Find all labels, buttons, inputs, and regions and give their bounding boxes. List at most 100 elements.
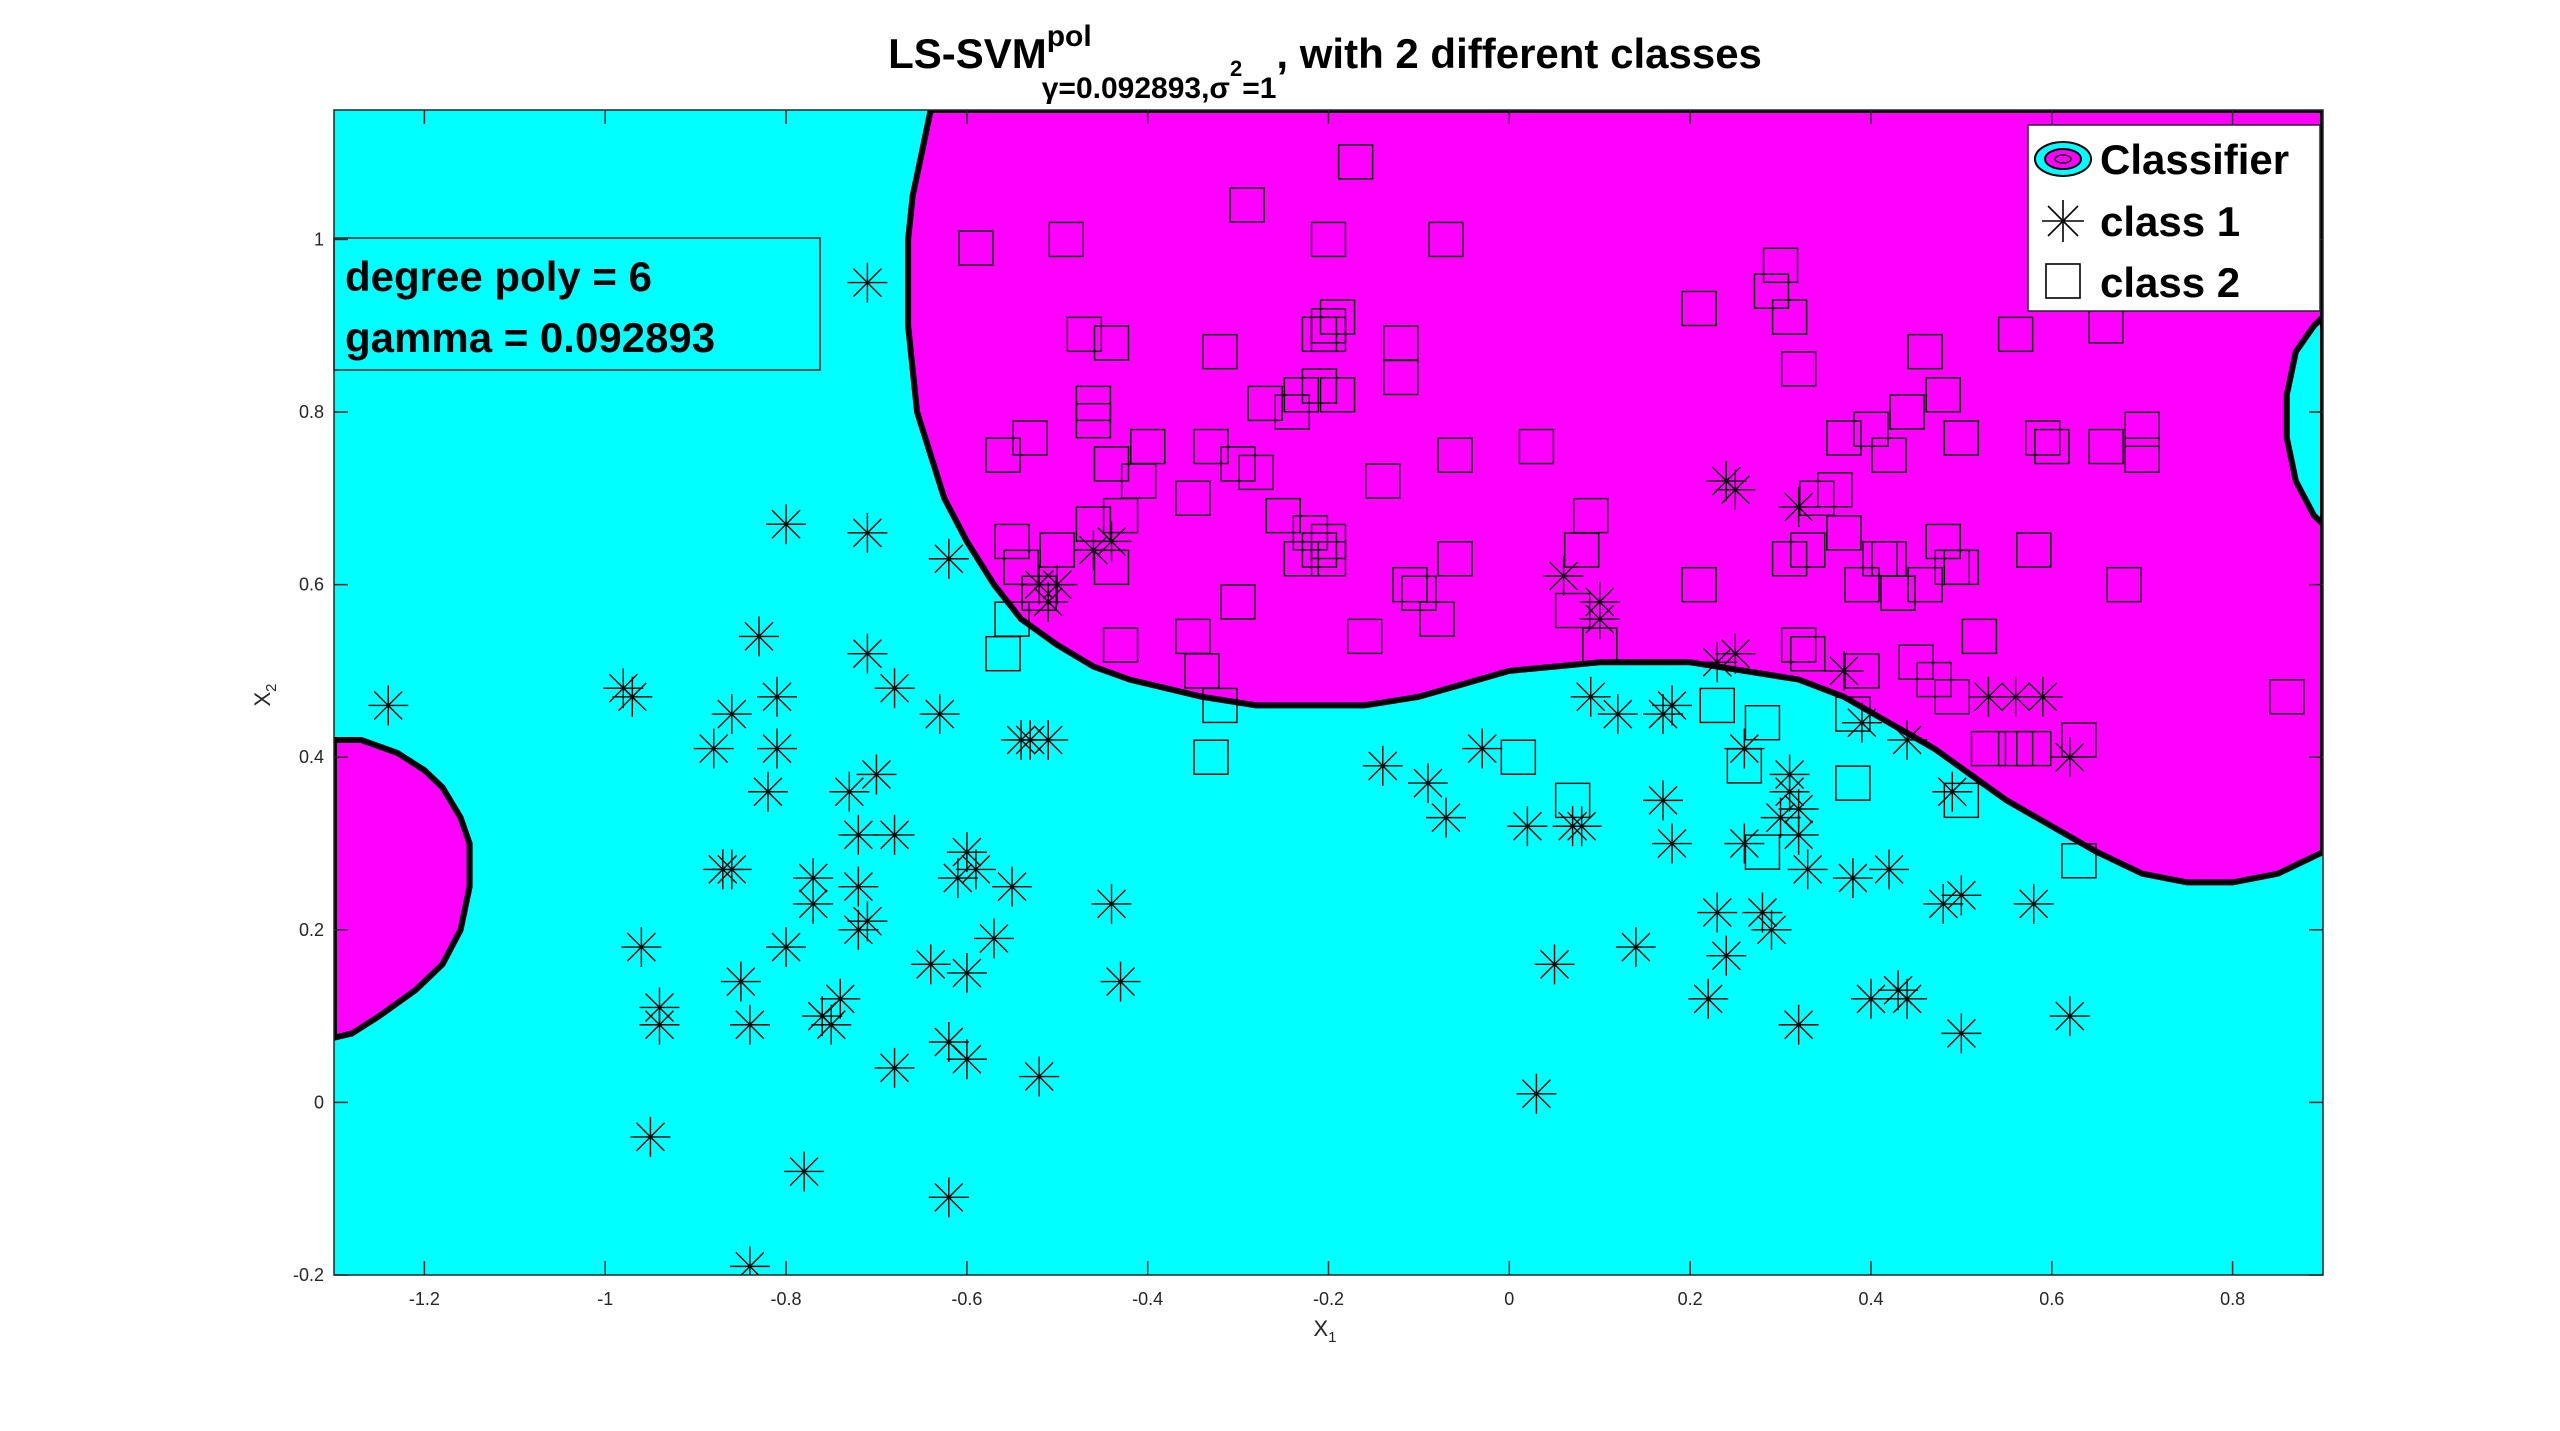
class1-marker-11	[757, 729, 797, 769]
class1-marker-55	[1092, 884, 1132, 924]
class1-marker-44	[974, 918, 1014, 958]
legend-label-classifier: Classifier	[2100, 136, 2289, 183]
class1-marker-49	[1028, 720, 1068, 760]
class1-marker-81	[1697, 893, 1737, 933]
class1-marker-18	[621, 927, 661, 967]
class1-marker-101	[1842, 703, 1882, 743]
x-tick-label: 0	[1504, 1289, 1514, 1309]
legend-label-class2: class 2	[2100, 259, 2240, 306]
class1-marker-48	[1019, 1057, 1059, 1097]
class1-marker-17	[929, 539, 969, 579]
class1-marker-9	[748, 772, 788, 812]
class1-marker-100	[1824, 651, 1864, 691]
class1-marker-89	[1742, 893, 1782, 933]
class1-marker-16	[920, 694, 960, 734]
class1-marker-52	[1037, 565, 1077, 605]
class1-marker-36	[875, 1048, 915, 1088]
class1-marker-28	[820, 979, 860, 1019]
x-tick-label: -0.2	[1313, 1289, 1344, 1309]
y-tick-label: -0.2	[293, 1265, 324, 1285]
class1-marker-3	[612, 677, 652, 717]
x-tick-label: -0.4	[1132, 1289, 1163, 1309]
class1-marker-34	[856, 754, 896, 794]
class1-marker-22	[730, 1005, 770, 1045]
x-tick-label: 0.6	[2039, 1289, 2064, 1309]
class1-marker-79	[1516, 1074, 1556, 1114]
class1-marker-0	[368, 685, 408, 725]
class1-marker-8	[739, 616, 779, 656]
class1-marker-78	[1616, 927, 1656, 967]
class1-marker-21	[721, 962, 761, 1002]
y-tick-label: 0.8	[299, 402, 324, 422]
y-tick-label: 0	[314, 1092, 324, 1112]
title-subscript-superscript: 2	[1230, 56, 1242, 81]
class1-marker-98	[1779, 1005, 1819, 1045]
class1-marker-116	[2050, 996, 2090, 1036]
class1-marker-57	[630, 1117, 670, 1157]
class1-marker-7	[712, 849, 752, 889]
x-tick-label: 0.4	[1858, 1289, 1883, 1309]
class1-marker-12	[766, 504, 806, 544]
class1-marker-103	[1869, 849, 1909, 889]
x-tick-label: -1	[597, 1289, 613, 1309]
class1-marker-14	[847, 634, 887, 674]
class1-marker-37	[911, 944, 951, 984]
class1-marker-59	[929, 1177, 969, 1217]
class1-marker-15	[875, 668, 915, 708]
class1-marker-83	[1697, 642, 1737, 682]
legend: Classifier class 1 class 2	[2028, 125, 2320, 311]
legend-classifier-icon	[2035, 142, 2091, 176]
title-main: LS-SVM	[888, 30, 1047, 77]
y-axis-label-subscript: 2	[263, 683, 280, 691]
y-tick-label: 0.6	[299, 575, 324, 595]
class1-marker-93	[1770, 772, 1810, 812]
annotation-line-degree: degree poly = 6	[345, 253, 652, 300]
class1-marker-64	[1462, 729, 1502, 769]
legend-label-class1: class 1	[2100, 198, 2240, 245]
class1-marker-62	[1408, 763, 1448, 803]
y-tick-label: 0.4	[299, 747, 324, 767]
class1-marker-43	[956, 849, 996, 889]
class1-marker-39	[938, 858, 978, 898]
annotation-line-gamma: gamma = 0.092893	[345, 314, 715, 361]
class1-marker-50	[1028, 582, 1068, 622]
class1-marker-84	[1715, 634, 1755, 674]
class1-marker-76	[1652, 824, 1692, 864]
class1-marker-105	[1887, 979, 1927, 1019]
class1-marker-25	[793, 884, 833, 924]
class1-marker-61	[1363, 746, 1403, 786]
class1-marker-74	[1652, 685, 1692, 725]
class1-marker-109	[1941, 875, 1981, 915]
class1-marker-41	[947, 1039, 987, 1079]
class1-marker-31	[838, 867, 878, 907]
class1-marker-106	[1887, 720, 1927, 760]
class1-marker-97	[1779, 487, 1819, 527]
title-subscript: γ=0.092893,σ	[1042, 72, 1230, 105]
class1-marker-90	[1752, 910, 1792, 950]
class1-marker-77	[1535, 944, 1575, 984]
class1-marker-102	[1851, 979, 1891, 1019]
x-tick-label: -0.8	[771, 1289, 802, 1309]
title-suffix: , with 2 different classes	[1276, 30, 1762, 77]
x-tick-label: 0.2	[1678, 1289, 1703, 1309]
x-tick-label: -1.2	[409, 1289, 440, 1309]
class1-marker-29	[829, 772, 869, 812]
class1-marker-110	[1941, 1013, 1981, 1053]
class1-marker-108	[1932, 772, 1972, 812]
class1-marker-1	[847, 263, 887, 303]
class1-marker-80	[1688, 979, 1728, 1019]
class1-marker-70	[1580, 582, 1620, 622]
class1-marker-72	[1598, 694, 1638, 734]
class1-marker-27	[811, 1005, 851, 1045]
x-tick-label: -0.6	[951, 1289, 982, 1309]
x-axis-label-subscript: 1	[1328, 1329, 1336, 1346]
class1-marker-10	[757, 677, 797, 717]
class1-marker-86	[1715, 470, 1755, 510]
class1-marker-96	[1788, 849, 1828, 889]
class1-marker-20	[639, 1005, 679, 1045]
title-subscript-tail: =1	[1242, 72, 1276, 105]
class1-marker-23	[766, 927, 806, 967]
class1-marker-67	[1562, 806, 1602, 846]
y-tick-label: 1	[314, 229, 324, 249]
